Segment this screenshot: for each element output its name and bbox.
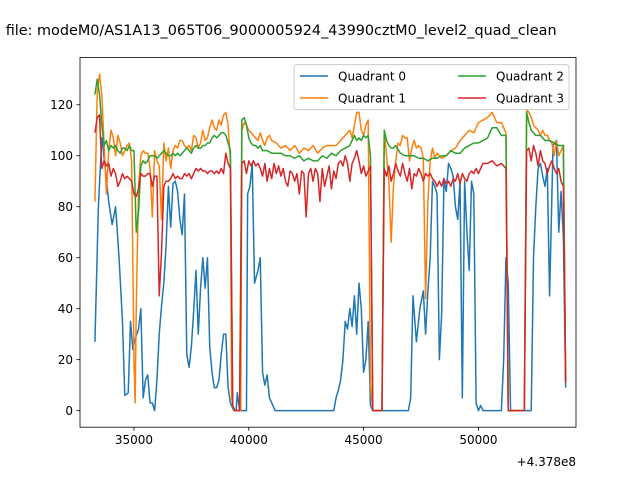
series-line-quadrant-0 [94, 137, 567, 412]
axes-frame [79, 57, 577, 428]
x-tick-label: 35000 [115, 433, 153, 447]
legend-label-quadrant-3: Quadrant 3 [496, 91, 564, 105]
y-tick-label: 20 [58, 353, 73, 367]
series-line-quadrant-1 [94, 73, 567, 412]
y-tick-label: 120 [50, 98, 73, 112]
legend-label-quadrant-1: Quadrant 1 [338, 91, 406, 105]
y-tick-label: 100 [50, 149, 73, 163]
x-axis-offset-label: +4.378e8 [517, 455, 576, 469]
legend: Quadrant 0 Quadrant 1 Quadrant 2 Quadrant 3 [293, 64, 570, 111]
legend-box [293, 64, 570, 111]
series-layer [94, 73, 567, 412]
series-line-quadrant-3 [94, 114, 567, 412]
y-tick-label: 60 [58, 251, 73, 265]
series-line-quadrant-2 [94, 78, 567, 412]
x-tick-label: 40000 [230, 433, 268, 447]
x-axis: 35000 40000 45000 50000 [115, 427, 498, 447]
x-tick-label: 50000 [459, 433, 497, 447]
x-tick-label: 45000 [344, 433, 382, 447]
legend-label-quadrant-0: Quadrant 0 [338, 69, 406, 83]
y-tick-label: 40 [58, 302, 73, 316]
plot-background [80, 57, 576, 428]
chart-title: n file: modeM0/AS1A13_065T06_9000005924_… [0, 23, 557, 39]
y-axis: 0 20 40 60 80 100 120 [50, 98, 80, 418]
y-tick-label: 0 [65, 404, 73, 418]
plot-area [79, 57, 577, 428]
y-tick-label: 80 [58, 200, 73, 214]
legend-label-quadrant-2: Quadrant 2 [496, 69, 564, 83]
